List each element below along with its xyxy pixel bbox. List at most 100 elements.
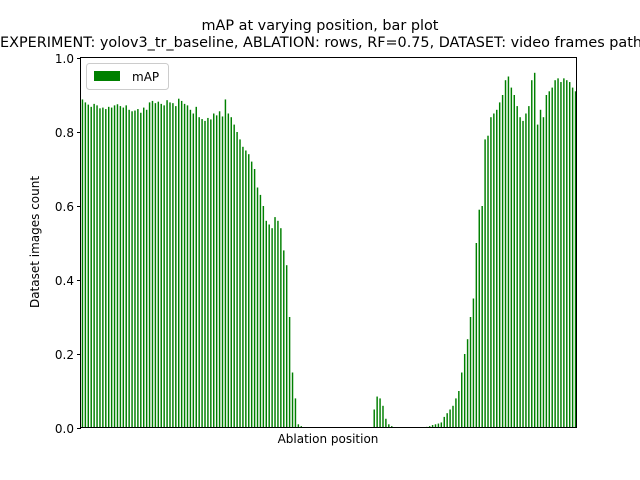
bar — [215, 115, 218, 428]
bar — [145, 109, 148, 429]
bar — [382, 405, 384, 428]
bar — [437, 423, 440, 428]
bar — [256, 187, 259, 428]
bar — [218, 111, 221, 428]
legend-swatch — [94, 71, 120, 81]
y-axis-label: Dataset images count — [28, 176, 42, 308]
bar — [461, 372, 463, 428]
bar — [458, 391, 460, 428]
bar — [548, 91, 551, 429]
bar — [507, 76, 510, 428]
bar — [385, 418, 387, 428]
plot-frame — [80, 57, 577, 428]
bar — [568, 82, 571, 429]
bar — [107, 106, 110, 428]
bar — [531, 80, 533, 428]
bar — [449, 409, 451, 428]
bar — [528, 106, 530, 428]
bar — [178, 98, 180, 428]
bar — [551, 87, 553, 428]
bar — [169, 102, 171, 429]
bar — [151, 100, 154, 429]
bar — [268, 224, 270, 428]
bar — [516, 106, 518, 428]
bar — [376, 396, 378, 428]
bar — [533, 72, 536, 429]
bar — [201, 119, 203, 429]
bar — [519, 117, 521, 428]
bar — [297, 424, 300, 428]
bar — [102, 107, 104, 428]
x-axis-label: Ablation position — [278, 432, 379, 446]
bar — [291, 372, 294, 428]
bar — [501, 95, 504, 428]
y-tick-label: 1.0 — [55, 52, 74, 66]
y-tick-label: 0.4 — [55, 274, 74, 288]
bar — [195, 106, 197, 428]
bar — [285, 265, 288, 428]
legend: mAP — [86, 63, 169, 90]
bar — [99, 108, 101, 428]
bar — [493, 113, 495, 428]
bar — [487, 135, 489, 428]
bar — [239, 139, 241, 428]
bar — [207, 117, 209, 428]
bar — [210, 119, 212, 429]
chart-subtitle: EXPERIMENT: yolov3_tr_baseline, ABLATION… — [0, 35, 640, 51]
bar — [233, 124, 235, 428]
chart-title: mAP at varying position, bar plot — [201, 18, 439, 34]
bar — [96, 105, 98, 429]
bar — [224, 99, 227, 428]
bar — [539, 109, 542, 429]
bar — [475, 243, 478, 428]
bar — [183, 103, 186, 428]
legend-box — [86, 63, 169, 90]
bar — [513, 95, 515, 428]
bar — [463, 354, 466, 428]
bar — [571, 87, 574, 428]
bar — [566, 80, 568, 428]
bar — [180, 100, 183, 429]
bar — [134, 110, 136, 428]
y-tick-label: 0.8 — [55, 126, 74, 140]
bar — [271, 228, 273, 428]
bar — [469, 317, 472, 428]
bar — [259, 194, 262, 428]
bar — [105, 109, 107, 428]
bar — [198, 117, 200, 428]
bar — [560, 82, 562, 429]
bar — [440, 422, 443, 428]
bar — [484, 139, 486, 428]
y-tick-label: 0.2 — [55, 348, 74, 362]
bar — [265, 220, 267, 428]
bar — [81, 99, 84, 428]
bar — [455, 398, 457, 428]
y-tick-label: 0.0 — [55, 422, 74, 436]
bar — [504, 80, 507, 428]
bar — [274, 217, 276, 428]
legend-label: mAP — [132, 70, 159, 84]
bar — [122, 107, 125, 428]
bar — [113, 105, 116, 429]
bar — [163, 105, 165, 429]
bar — [110, 107, 113, 428]
bar — [213, 113, 215, 428]
bar — [452, 405, 454, 428]
bar — [490, 117, 492, 428]
bar — [148, 102, 151, 429]
bar — [563, 78, 565, 428]
bar — [525, 113, 527, 428]
bar — [172, 103, 174, 428]
bar — [116, 104, 119, 428]
bar — [137, 109, 139, 428]
bar — [496, 109, 498, 429]
bar — [131, 111, 133, 428]
bar — [373, 409, 375, 428]
bar — [557, 78, 559, 428]
bar — [221, 116, 224, 429]
bar — [379, 398, 381, 428]
bar — [280, 228, 282, 428]
bar — [227, 113, 230, 428]
